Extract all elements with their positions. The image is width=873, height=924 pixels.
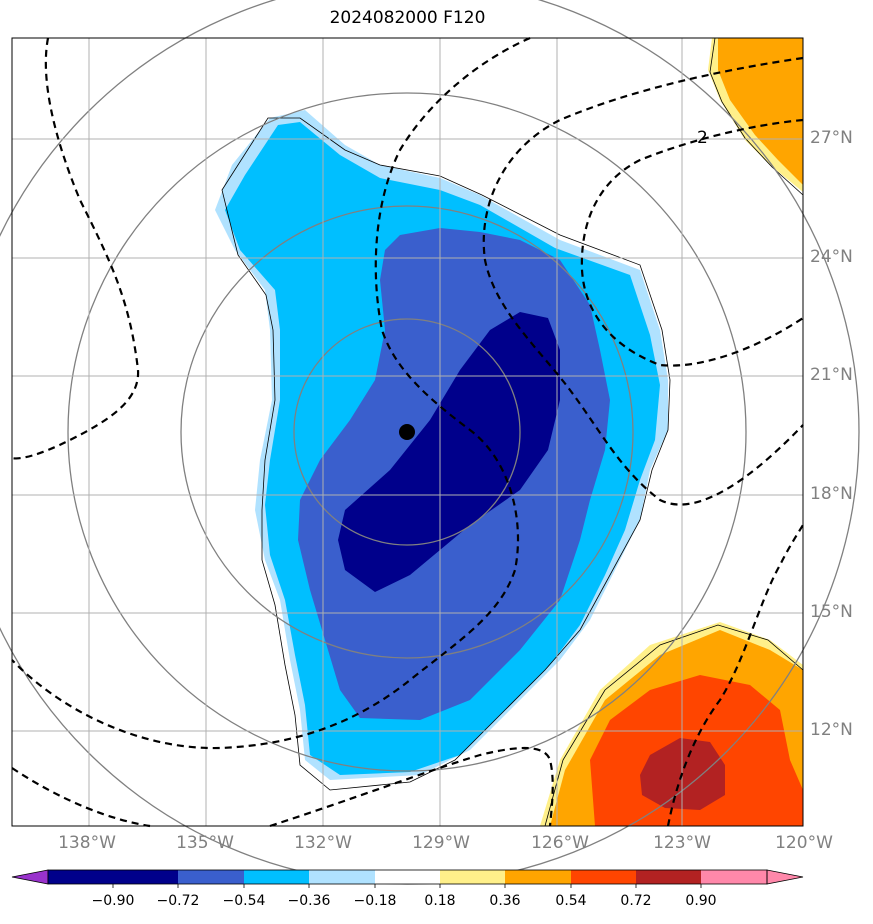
colorbar-tick-label: 0.18: [424, 893, 456, 909]
colorbar: [11, 869, 804, 888]
lat-label: 18°N: [810, 484, 853, 504]
dashed-contour-se: [666, 524, 804, 827]
grid-lines: [12, 38, 803, 826]
colorbar-bin: [178, 870, 244, 884]
colorbar-tick-label: −0.90: [91, 893, 135, 909]
storm-center-marker: [399, 424, 415, 440]
dashed-contour-east: [482, 56, 804, 506]
lat-label: 21°N: [810, 365, 853, 385]
colorbar-min-extend: [11, 869, 49, 885]
colorbar-tick-label: 0.54: [555, 893, 587, 909]
colorbar-bin: [440, 870, 505, 884]
lat-label: 12°N: [810, 720, 853, 740]
range-ring-3: [67, 92, 747, 772]
zero-contour-outline: [221, 117, 671, 791]
colorbar-bin: [636, 870, 701, 884]
dashed-contour-center: [11, 36, 531, 750]
colorbar-tick-label: −0.54: [222, 893, 266, 909]
lon-label: 126°W: [531, 833, 589, 853]
range-ring-2: [180, 205, 634, 659]
lon-label: 129°W: [412, 833, 470, 853]
colorbar-bin: [309, 870, 375, 884]
colorbar-bin: [571, 870, 636, 884]
colorbar-bin: [113, 870, 178, 884]
lon-label: 135°W: [176, 833, 234, 853]
lat-label: 27°N: [810, 128, 853, 148]
colorbar-bin: [244, 870, 309, 884]
colorbar-bin: [505, 870, 571, 884]
colorbar-bin: [701, 870, 767, 884]
dashed-contour-ne: [580, 118, 804, 367]
colorbar-tick-label: 0.90: [685, 893, 717, 909]
colorbar-tick-label: −0.36: [287, 893, 331, 909]
contour-fill-deep-blue: [338, 312, 560, 592]
contour-fill-orange-top: [718, 38, 803, 185]
lon-label: 138°W: [58, 833, 116, 853]
colorbar-max-extend: [766, 869, 804, 885]
dashed-contour-south: [11, 747, 554, 828]
dashed-contours: [11, 36, 804, 828]
dashed-contour-west: [11, 37, 140, 460]
colorbar-tick-label: −0.72: [156, 893, 200, 909]
colorbar-tick-label: −0.18: [353, 893, 397, 909]
range-ring-1: [293, 318, 521, 546]
colorbar-bin: [375, 870, 440, 884]
colorbar-tick-label: 0.72: [620, 893, 652, 909]
contour-label: 2: [697, 128, 708, 148]
lon-label: 123°W: [653, 833, 711, 853]
map-frame: [11, 37, 804, 827]
zero-contour-outline-se: [544, 624, 804, 827]
lon-label: 120°W: [775, 833, 833, 853]
map-title: 2024082000 F120: [329, 8, 486, 28]
lon-label: 132°W: [294, 833, 352, 853]
lat-label: 15°N: [810, 602, 853, 622]
lat-label: 24°N: [810, 247, 853, 267]
colorbar-tick-label: 0.36: [489, 893, 521, 909]
colorbar-bin: [48, 870, 113, 884]
